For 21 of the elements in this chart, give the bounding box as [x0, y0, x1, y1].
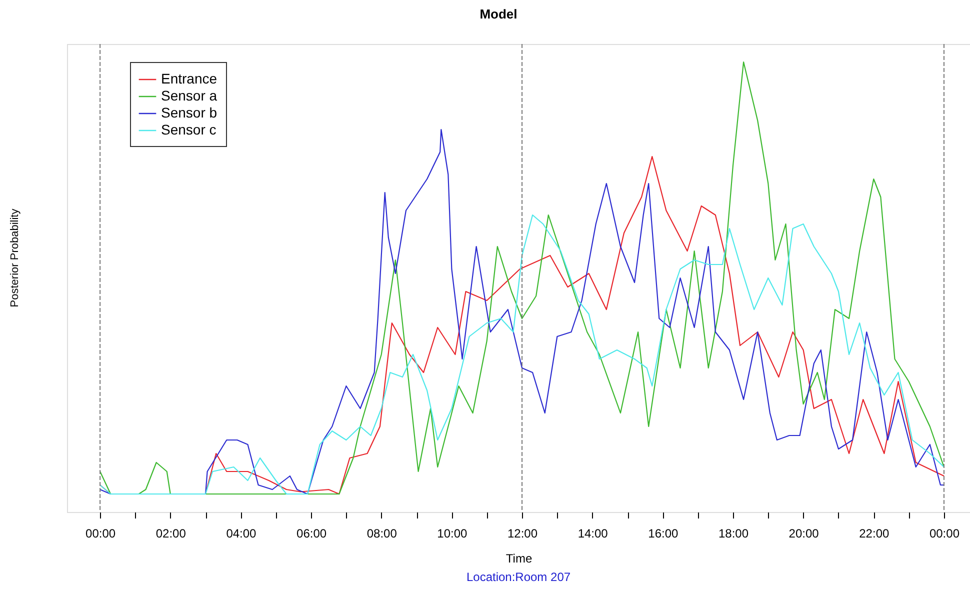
legend-label: Sensor a	[161, 88, 218, 104]
x-tick-label: 06:00	[296, 526, 327, 540]
x-tick-label: 18:00	[718, 526, 749, 540]
x-tick-label: 00:00	[929, 526, 960, 540]
x-tick-label: 16:00	[648, 526, 679, 540]
x-tick-label: 08:00	[366, 526, 398, 540]
legend-label: Sensor c	[161, 122, 216, 138]
x-tick-label: 10:00	[437, 526, 468, 540]
x-tick-label: 00:00	[86, 526, 116, 540]
legend-label: Sensor b	[161, 104, 218, 120]
x-tick-label: 02:00	[156, 526, 186, 540]
x-tick-label: 14:00	[578, 526, 608, 540]
x-tick-label: 22:00	[859, 526, 890, 540]
legend-label: Entrance	[161, 70, 218, 86]
x-tick-label: 20:00	[788, 526, 820, 540]
x-tick-label: 12:00	[508, 526, 538, 540]
x-axis-title: Time	[506, 552, 532, 566]
text: Location:Room 207	[466, 570, 571, 584]
y-axis-title: Posterior Probability	[9, 208, 21, 308]
chart-title: Model	[480, 6, 518, 22]
x-tick-label: 04:00	[226, 526, 257, 540]
